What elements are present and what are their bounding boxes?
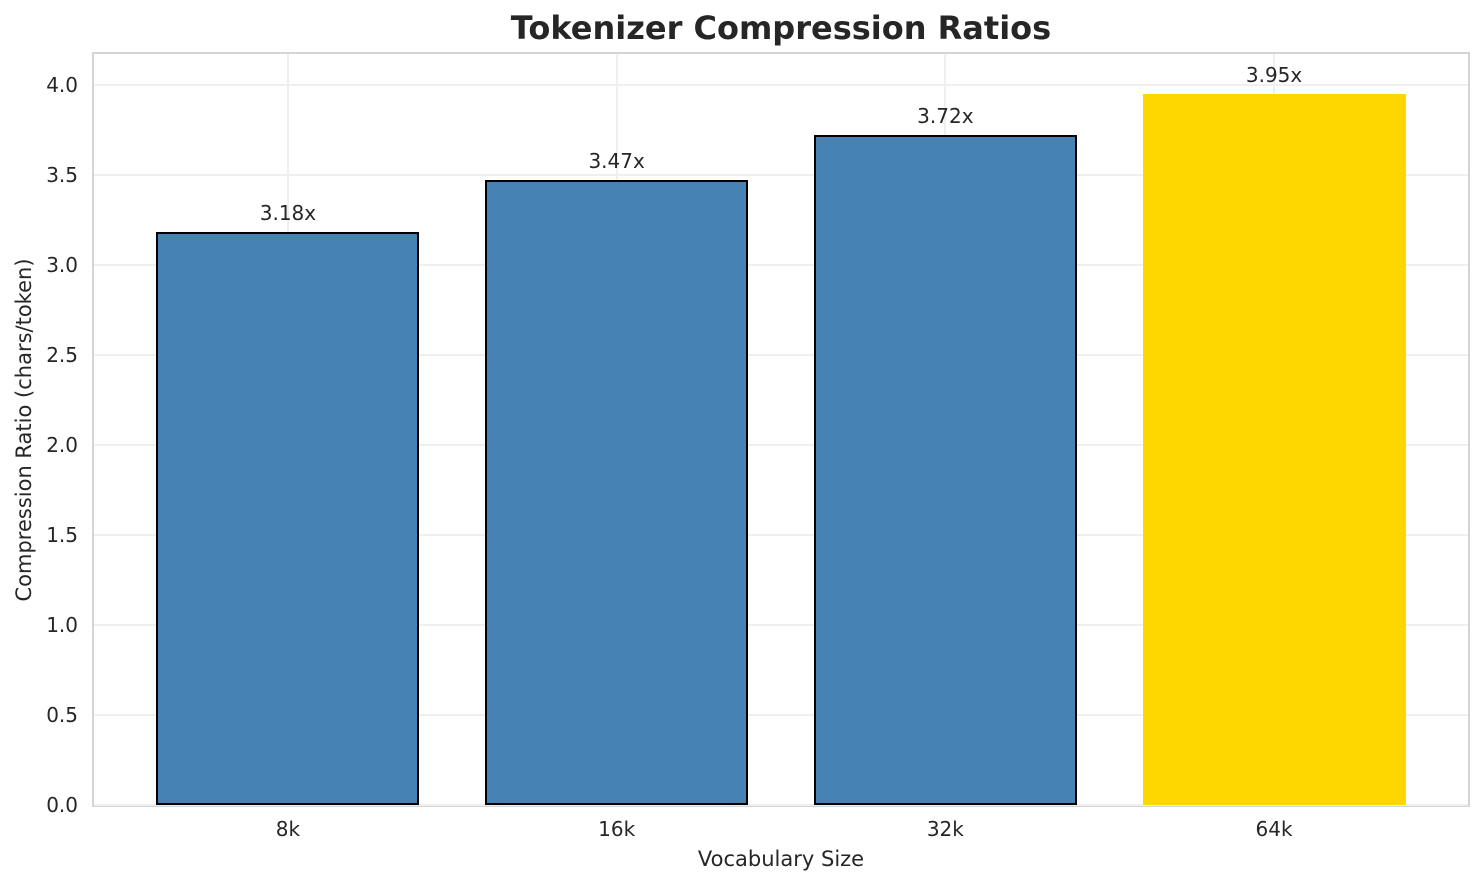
chart-title: Tokenizer Compression Ratios <box>510 9 1052 47</box>
x-axis-label: Vocabulary Size <box>697 847 865 871</box>
y-gridline <box>94 173 1468 176</box>
y-gridline <box>94 533 1468 536</box>
y-gridline <box>94 263 1468 266</box>
x-tick-label: 32k <box>926 817 964 841</box>
y-tick-label: 3.5 <box>46 162 78 187</box>
y-tick-label: 2.5 <box>46 342 78 367</box>
y-gridline <box>94 353 1468 356</box>
y-tick-label: 0.0 <box>46 793 78 817</box>
y-gridline <box>94 623 1468 626</box>
y-gridline <box>94 83 1468 86</box>
y-tick-label: 1.0 <box>46 612 78 637</box>
x-tick-label: 16k <box>598 817 636 841</box>
bar-value-label: 3.72x <box>917 104 974 129</box>
bar-value-label: 3.18x <box>259 201 317 226</box>
y-axis-label: Compression Ratio (chars/token) <box>12 258 36 602</box>
y-tick-label: 4.0 <box>46 72 78 97</box>
bar-16k <box>485 180 749 805</box>
x-tick-label: 8k <box>275 817 301 841</box>
y-gridline <box>94 713 1468 716</box>
bar-8k <box>156 232 420 805</box>
x-tick-label: 64k <box>1255 817 1293 841</box>
y-tick-label: 2.0 <box>46 432 78 457</box>
bar-value-label: 3.47x <box>588 149 645 174</box>
bar-64k <box>1142 93 1406 805</box>
bar-value-label: 3.95x <box>1245 62 1303 87</box>
y-tick-label: 0.5 <box>46 702 78 727</box>
bar-32k <box>813 135 1077 805</box>
y-tick-label: 1.5 <box>46 522 78 547</box>
y-gridline <box>94 443 1468 446</box>
plot-area: 3.18x 3.47x 3.72x 3.95x <box>92 52 1470 807</box>
y-tick-label: 3.0 <box>46 252 78 277</box>
y-gridline <box>94 804 1468 806</box>
